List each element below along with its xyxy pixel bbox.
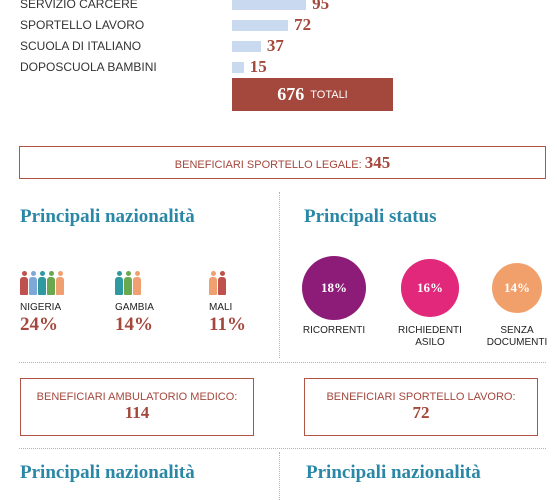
divider bbox=[279, 192, 280, 358]
person-icon bbox=[22, 271, 27, 276]
status-value: 14% bbox=[504, 280, 530, 295]
job-label: BENEFICIARI SPORTELLO LAVORO: bbox=[326, 391, 516, 403]
service-value: 72 bbox=[294, 15, 312, 34]
total-box: 676 TOTALI bbox=[232, 78, 393, 111]
person-icon bbox=[47, 277, 55, 295]
nationality-name: NIGERIA bbox=[20, 302, 62, 313]
total-label: TOTALI bbox=[310, 88, 348, 101]
person-icon bbox=[117, 271, 122, 276]
divider bbox=[19, 362, 546, 363]
divider bbox=[279, 452, 280, 500]
status-label: RICHIEDENTI ASILO bbox=[398, 325, 462, 348]
nationality-name: GAMBIA bbox=[115, 302, 154, 313]
nationality-value: 11% bbox=[209, 314, 246, 335]
person-icon bbox=[126, 271, 131, 276]
person-icon bbox=[211, 271, 216, 276]
total-value: 676 bbox=[277, 84, 305, 104]
service-label: SCUOLA DI ITALIANO bbox=[20, 39, 142, 53]
job-box: BENEFICIARI SPORTELLO LAVORO: 72 bbox=[304, 378, 538, 436]
status-circle bbox=[491, 262, 543, 314]
service-bar bbox=[232, 62, 244, 73]
person-icon bbox=[115, 277, 123, 295]
legal-value: 345 bbox=[364, 153, 391, 172]
person-icon bbox=[29, 277, 37, 295]
person-icon bbox=[31, 271, 36, 276]
person-icon bbox=[124, 277, 132, 295]
person-icon bbox=[49, 271, 54, 276]
medical-label: BENEFICIARI AMBULATORIO MEDICO: bbox=[36, 391, 238, 403]
person-icon bbox=[56, 277, 64, 295]
service-value: 15 bbox=[249, 57, 267, 76]
bottom-left-title: Principali nazionalità bbox=[20, 462, 195, 483]
legal-label: BENEFICIARI SPORTELLO LEGALE: bbox=[174, 159, 362, 171]
divider bbox=[19, 448, 546, 449]
person-icon bbox=[209, 277, 217, 295]
bottom-right-title: Principali nazionalità bbox=[306, 462, 481, 483]
status-label: SENZA DOCUMENTI bbox=[486, 325, 548, 348]
person-icon bbox=[38, 277, 46, 295]
service-value: 95 bbox=[312, 0, 330, 13]
nationality-value: 24% bbox=[20, 314, 58, 335]
left-title: Principali nazionalità bbox=[20, 206, 195, 227]
legal-box: BENEFICIARI SPORTELLO LEGALE: 345 bbox=[19, 146, 546, 179]
person-icon bbox=[133, 277, 141, 295]
service-label: SERVIZIO CARCERE bbox=[20, 0, 138, 11]
nationality-value: 14% bbox=[115, 314, 153, 335]
person-icon bbox=[40, 271, 45, 276]
medical-box: BENEFICIARI AMBULATORIO MEDICO: 114 bbox=[20, 378, 254, 436]
person-icon bbox=[58, 271, 63, 276]
service-label: SPORTELLO LAVORO bbox=[20, 18, 145, 32]
status-circle bbox=[301, 255, 367, 321]
person-icon bbox=[220, 271, 225, 276]
service-label: DOPOSCUOLA BAMBINI bbox=[20, 60, 157, 74]
medical-value: 114 bbox=[124, 403, 150, 422]
service-bar bbox=[232, 0, 307, 10]
right-title: Principali status bbox=[304, 206, 437, 227]
service-bar bbox=[232, 41, 261, 52]
status-label: RICORRENTI bbox=[302, 325, 366, 336]
nationality-name: MALI bbox=[209, 302, 233, 313]
status-circle bbox=[401, 259, 459, 317]
person-icon bbox=[135, 271, 140, 276]
status-value: 16% bbox=[417, 280, 443, 295]
person-icon bbox=[20, 277, 28, 295]
service-value: 37 bbox=[266, 36, 284, 55]
service-bar bbox=[232, 20, 289, 31]
job-value: 72 bbox=[412, 403, 430, 422]
person-icon bbox=[218, 277, 226, 295]
status-value: 18% bbox=[321, 280, 347, 295]
